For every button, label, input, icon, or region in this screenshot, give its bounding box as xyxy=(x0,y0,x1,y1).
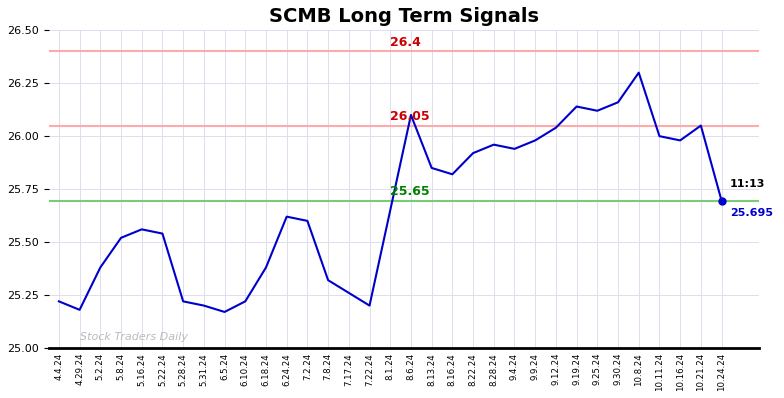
Point xyxy=(715,197,728,204)
Text: 25.65: 25.65 xyxy=(390,185,430,199)
Text: 26.4: 26.4 xyxy=(390,36,421,49)
Text: Stock Traders Daily: Stock Traders Daily xyxy=(80,332,187,341)
Title: SCMB Long Term Signals: SCMB Long Term Signals xyxy=(269,7,539,26)
Text: 11:13: 11:13 xyxy=(730,179,765,189)
Text: 25.695: 25.695 xyxy=(730,208,773,218)
Text: 26.05: 26.05 xyxy=(390,110,430,123)
